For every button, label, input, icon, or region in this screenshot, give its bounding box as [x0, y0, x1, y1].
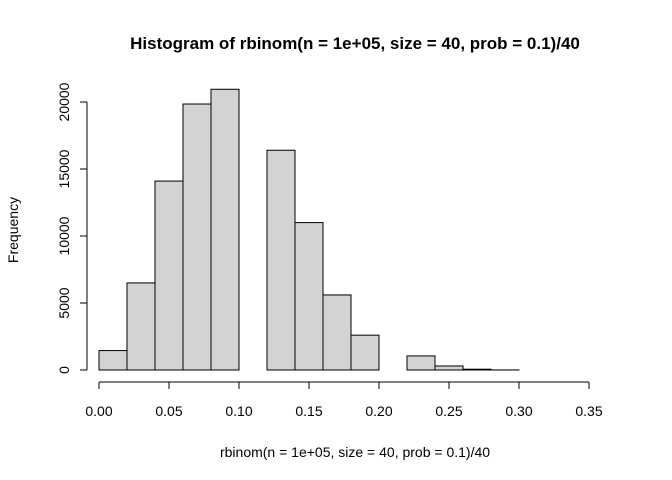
x-axis: 0.00 0.05 0.10 0.15 0.20 0.25 0.30 0.35 [85, 381, 603, 419]
x-tick-label: 0.30 [505, 403, 532, 419]
y-tick-label: 15000 [56, 149, 72, 188]
y-tick-label: 0 [56, 366, 72, 374]
histogram-bar [266, 149, 296, 371]
x-tick-label: 0.15 [295, 403, 322, 419]
x-axis-label: rbinom(n = 1e+05, size = 40, prob = 0.1)… [220, 444, 490, 460]
histogram-bar [294, 222, 324, 371]
histogram-bar [462, 368, 492, 371]
histogram-bar [182, 103, 212, 371]
histogram-bar [98, 350, 128, 371]
x-tick-label: 0.00 [85, 403, 112, 419]
histogram-bar [154, 180, 184, 371]
chart-title: Histogram of rbinom(n = 1e+05, size = 40… [130, 34, 580, 53]
histogram-bar [322, 294, 352, 371]
histogram-bars [98, 88, 520, 371]
x-tick-label: 0.20 [365, 403, 392, 419]
histogram-bar [210, 88, 240, 371]
y-tick-label: 10000 [56, 216, 72, 255]
x-tick-label: 0.05 [155, 403, 182, 419]
y-axis: 0 5000 10000 15000 20000 [56, 82, 88, 374]
x-tick-label: 0.35 [575, 403, 602, 419]
histogram-bar [350, 334, 380, 371]
x-tick-label: 0.10 [225, 403, 252, 419]
histogram-bar [406, 355, 436, 371]
x-tick-label: 0.25 [435, 403, 462, 419]
histogram-bar [126, 282, 156, 371]
y-axis-label: Frequency [5, 197, 21, 263]
y-tick-label: 5000 [56, 287, 72, 318]
histogram-bar [434, 365, 464, 371]
y-tick-label: 20000 [56, 82, 72, 121]
